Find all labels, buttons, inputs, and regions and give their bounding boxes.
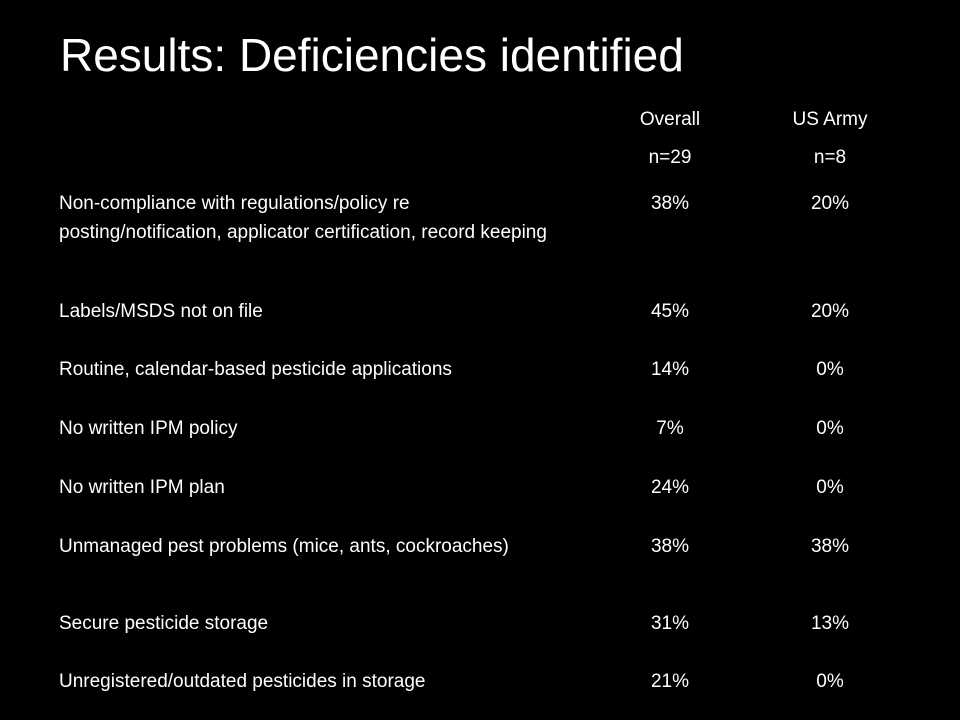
row-value-overall: 38% — [650, 193, 690, 214]
row-value-us-army: 0% — [816, 477, 844, 498]
row-label: No written IPM plan — [59, 477, 225, 498]
column-header-overall: Overall — [639, 109, 701, 130]
row-value-us-army: 0% — [816, 671, 844, 692]
row-value-overall: 24% — [650, 477, 690, 498]
row-value-overall: 14% — [650, 359, 690, 380]
column-sample-size-us-army: n=8 — [813, 147, 847, 168]
row-value-overall: 31% — [650, 613, 690, 634]
row-label: Labels/MSDS not on file — [59, 301, 263, 322]
slide-title: Results: Deficiencies identified — [60, 29, 684, 81]
row-value-overall: 45% — [650, 301, 690, 322]
row-label: Non-compliance with regulations/policy r… — [59, 193, 547, 243]
row-label: Unregistered/outdated pesticides in stor… — [59, 671, 426, 692]
row-value-us-army: 38% — [810, 536, 850, 557]
row-value-overall: 38% — [650, 536, 690, 557]
row-value-overall: 7% — [656, 418, 684, 439]
column-header-us-army: US Army — [792, 109, 868, 130]
row-value-us-army: 20% — [810, 193, 850, 214]
row-value-us-army: 0% — [816, 418, 844, 439]
row-label: Secure pesticide storage — [59, 613, 269, 634]
row-value-us-army: 20% — [810, 301, 850, 322]
row-label: Routine, calendar-based pesticide applic… — [59, 359, 452, 380]
row-label: Unmanaged pest problems (mice, ants, coc… — [59, 536, 509, 557]
row-value-us-army: 13% — [810, 613, 850, 634]
row-value-overall: 21% — [650, 671, 690, 692]
row-value-us-army: 0% — [816, 359, 844, 380]
row-label: No written IPM policy — [59, 418, 238, 439]
column-sample-size-overall: n=29 — [648, 147, 692, 168]
